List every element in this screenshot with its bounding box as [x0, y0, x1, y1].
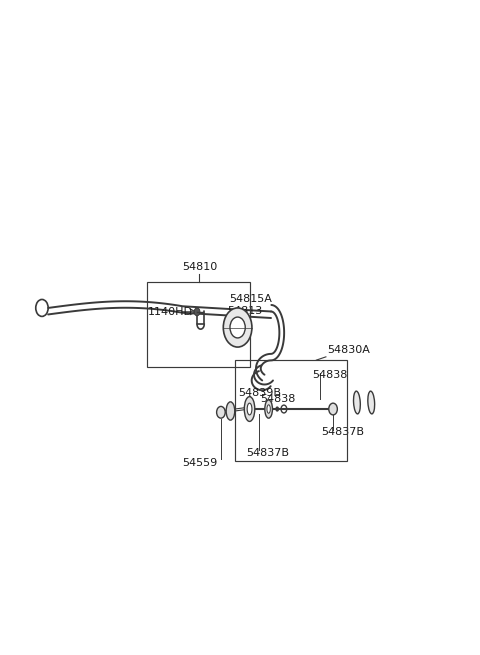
Text: 54838: 54838	[261, 394, 296, 404]
Ellipse shape	[226, 402, 235, 420]
Circle shape	[276, 406, 279, 411]
Circle shape	[329, 403, 337, 415]
Circle shape	[194, 308, 200, 316]
Text: 54830A: 54830A	[327, 345, 370, 355]
Ellipse shape	[368, 391, 375, 414]
Circle shape	[223, 308, 252, 347]
Text: 54839B: 54839B	[238, 388, 281, 398]
Circle shape	[230, 317, 245, 338]
Text: 54813: 54813	[228, 306, 263, 316]
Text: 54810: 54810	[182, 262, 217, 272]
Ellipse shape	[353, 391, 360, 414]
Ellipse shape	[267, 405, 270, 413]
Bar	[147, 282, 250, 367]
Text: 1140HD: 1140HD	[148, 307, 193, 317]
Ellipse shape	[244, 397, 255, 421]
Bar	[235, 360, 348, 461]
Ellipse shape	[247, 403, 252, 415]
Text: 54837B: 54837B	[246, 449, 289, 458]
Circle shape	[216, 406, 225, 418]
Text: 54838: 54838	[312, 370, 348, 380]
Text: 54815A: 54815A	[229, 295, 272, 305]
Ellipse shape	[265, 400, 273, 418]
Text: 54559: 54559	[182, 458, 217, 468]
Text: 54837B: 54837B	[322, 427, 365, 437]
